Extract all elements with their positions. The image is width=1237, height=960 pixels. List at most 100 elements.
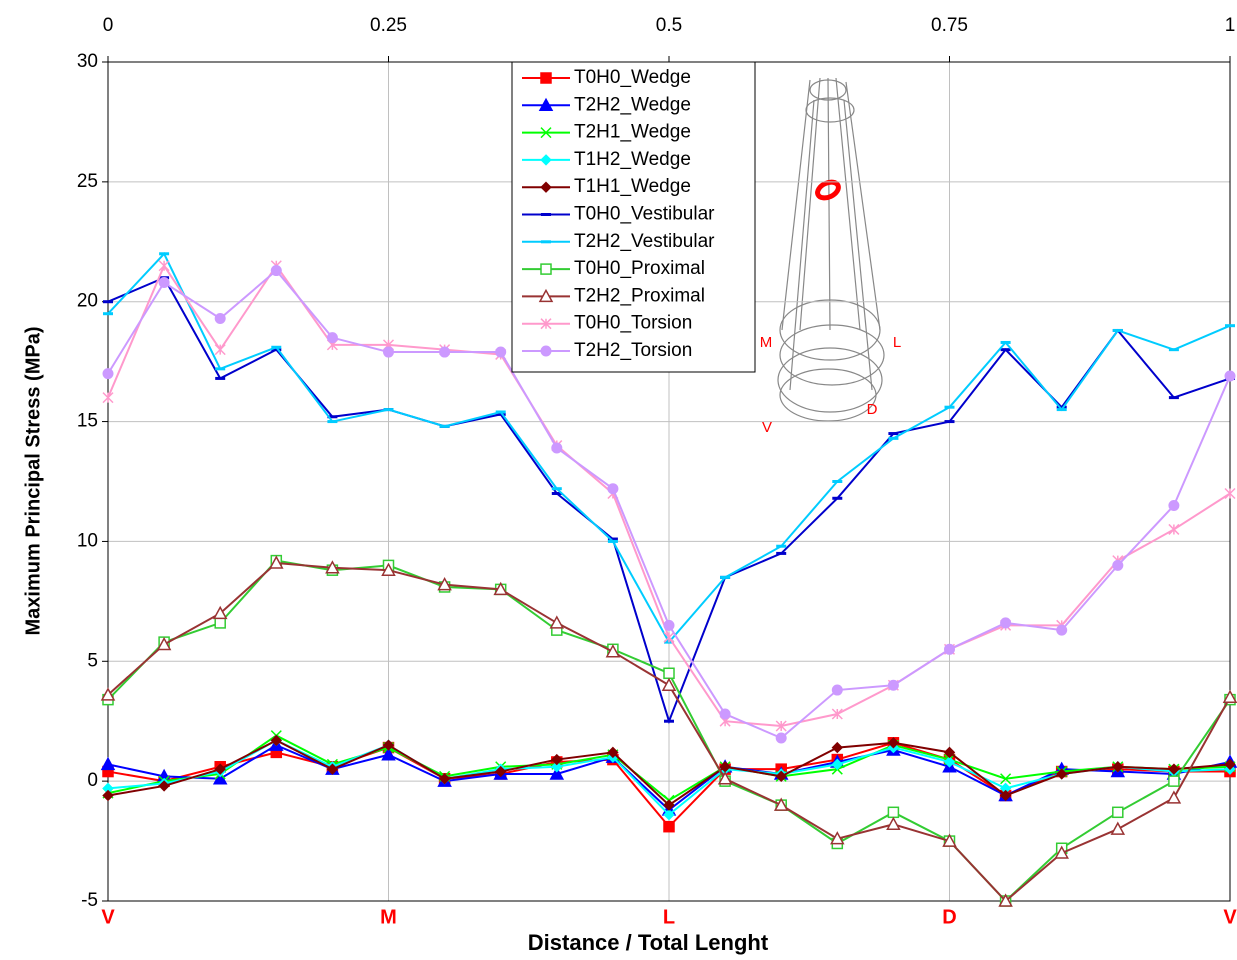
- legend-marker: [540, 345, 552, 357]
- marker: [325, 560, 340, 574]
- marker: [1168, 499, 1180, 511]
- x-axis-label: Distance / Total Lenght: [528, 930, 769, 955]
- legend-label: T2H1_Wedge: [574, 122, 691, 143]
- marker: [270, 734, 283, 747]
- marker: [831, 741, 844, 754]
- marker: [1166, 790, 1182, 804]
- marker: [661, 677, 677, 692]
- x-tick-label: 1: [1225, 15, 1236, 36]
- marker: [1224, 487, 1236, 500]
- inset-label: D: [867, 401, 878, 418]
- marker: [719, 708, 731, 720]
- marker: [773, 797, 789, 811]
- bottom-label: V: [1223, 906, 1237, 928]
- x-tick-label: 0.75: [931, 15, 968, 36]
- inset-label: V: [762, 419, 772, 436]
- marker: [1168, 775, 1180, 787]
- marker: [1055, 768, 1068, 780]
- legend-marker: [540, 72, 552, 84]
- legend-marker: [540, 154, 552, 166]
- marker: [438, 773, 451, 785]
- marker: [549, 766, 565, 780]
- marker: [663, 808, 675, 821]
- legend-marker: [540, 318, 552, 330]
- marker: [663, 619, 675, 631]
- marker: [663, 820, 675, 833]
- marker: [1112, 559, 1124, 571]
- marker: [381, 747, 396, 761]
- marker: [831, 684, 843, 696]
- x-tick-label: 0.5: [656, 15, 682, 36]
- marker: [156, 636, 172, 651]
- marker: [999, 789, 1012, 802]
- inset-label: L: [893, 334, 901, 351]
- y-tick-label: 15: [77, 411, 98, 432]
- marker: [439, 346, 451, 358]
- marker: [663, 667, 675, 680]
- marker: [942, 833, 957, 847]
- marker: [100, 756, 116, 771]
- marker: [944, 643, 955, 655]
- marker: [775, 770, 787, 783]
- marker: [158, 277, 170, 289]
- marker: [214, 344, 226, 356]
- legend-marker: [540, 263, 552, 275]
- legend-label: T0H0_Vestibular: [574, 204, 715, 225]
- marker: [102, 368, 114, 380]
- marker: [1056, 624, 1068, 636]
- marker: [1168, 763, 1180, 775]
- inset-label: M: [760, 334, 773, 351]
- marker: [605, 644, 621, 658]
- marker: [214, 763, 226, 775]
- legend-label: T0H0_Wedge: [574, 67, 691, 88]
- marker: [887, 679, 899, 691]
- marker: [887, 737, 900, 749]
- marker: [1112, 761, 1124, 773]
- legend-label: T1H1_Wedge: [574, 176, 691, 197]
- marker: [943, 756, 956, 768]
- marker: [158, 260, 170, 272]
- marker: [212, 771, 228, 785]
- bottom-label: D: [942, 906, 956, 928]
- marker: [382, 739, 395, 751]
- marker: [212, 605, 228, 620]
- marker: [100, 687, 116, 701]
- y-axis-label: Maximum Principal Stress (MPa): [22, 327, 44, 636]
- marker: [326, 763, 339, 775]
- marker: [494, 765, 507, 778]
- marker: [214, 617, 226, 629]
- y-tick-label: -5: [81, 890, 98, 911]
- marker: [943, 746, 956, 759]
- y-tick-label: 10: [77, 530, 98, 551]
- tooth-sketch: [777, 77, 885, 422]
- marker: [1000, 617, 1012, 629]
- legend-label: T2H2_Torsion: [574, 340, 692, 361]
- marker: [998, 893, 1013, 907]
- marker: [775, 720, 787, 732]
- marker: [831, 708, 843, 720]
- marker: [663, 799, 675, 811]
- marker: [663, 631, 675, 643]
- marker: [102, 392, 114, 404]
- marker: [1224, 370, 1236, 382]
- marker: [1112, 806, 1124, 819]
- marker: [383, 346, 394, 358]
- marker: [607, 483, 619, 495]
- marker: [1222, 689, 1237, 703]
- x-tick-label: 0.25: [370, 15, 407, 36]
- marker: [1110, 821, 1126, 835]
- marker: [269, 555, 284, 569]
- bottom-label: V: [101, 906, 115, 928]
- marker: [1054, 845, 1069, 859]
- marker: [437, 577, 452, 591]
- legend-marker: [538, 288, 554, 303]
- marker: [551, 442, 563, 454]
- legend-marker: [538, 97, 554, 112]
- marker: [326, 332, 338, 344]
- series: [102, 734, 1236, 811]
- y-tick-label: 25: [77, 171, 98, 192]
- legend-label: T2H2_Wedge: [574, 94, 691, 115]
- marker: [493, 581, 508, 596]
- series: [100, 555, 1237, 907]
